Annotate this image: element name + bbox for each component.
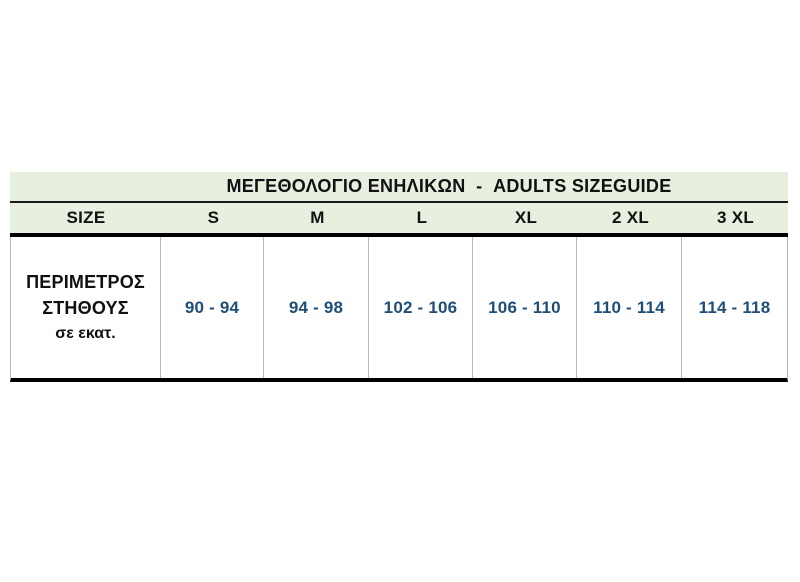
- row-label-line-3: σε εκατ.: [55, 325, 116, 342]
- header-cell-m: M: [310, 208, 325, 227]
- sizeguide-table: ΜΕΓΕΘΟΛΟΓΙΟ ΕΝΗΛΙΚΩΝ - ADULTS SIZEGUIDE …: [10, 172, 788, 382]
- header-cell-2xl: 2 XL: [611, 208, 650, 227]
- value-cell-2xl: 110 - 114: [577, 237, 682, 378]
- header-cell-size: SIZE: [66, 208, 106, 227]
- header-cell-3xl: 3 XL: [716, 208, 755, 227]
- table-data-row: ΠΕΡΙΜΕΤΡΟΣ ΣΤΗΘΟΥΣ σε εκατ. 90 - 94 94 -…: [10, 237, 788, 382]
- row-label-line-2: ΣΤΗΘΟΥΣ: [42, 298, 129, 318]
- value-cell-s: 90 - 94: [161, 237, 264, 378]
- value-cell-m: 94 - 98: [264, 237, 369, 378]
- value-cell-l: 102 - 106: [369, 237, 473, 378]
- table-header-row: SIZE S M L XL 2 XL 3 XL: [10, 203, 788, 237]
- table-title-row: ΜΕΓΕΘΟΛΟΓΙΟ ΕΝΗΛΙΚΩΝ - ADULTS SIZEGUIDE: [10, 172, 788, 203]
- header-cell-l: L: [416, 208, 428, 227]
- value-cell-xl: 106 - 110: [473, 237, 577, 378]
- header-cell-s: S: [207, 208, 220, 227]
- row-label-cell: ΠΕΡΙΜΕΤΡΟΣ ΣΤΗΘΟΥΣ σε εκατ.: [11, 237, 161, 378]
- row-label-line-1: ΠΕΡΙΜΕΤΡΟΣ: [26, 272, 145, 292]
- table-title: ΜΕΓΕΘΟΛΟΓΙΟ ΕΝΗΛΙΚΩΝ - ADULTS SIZEGUIDE: [226, 176, 672, 196]
- header-cell-xl: XL: [514, 208, 538, 227]
- value-cell-3xl: 114 - 118: [698, 297, 771, 317]
